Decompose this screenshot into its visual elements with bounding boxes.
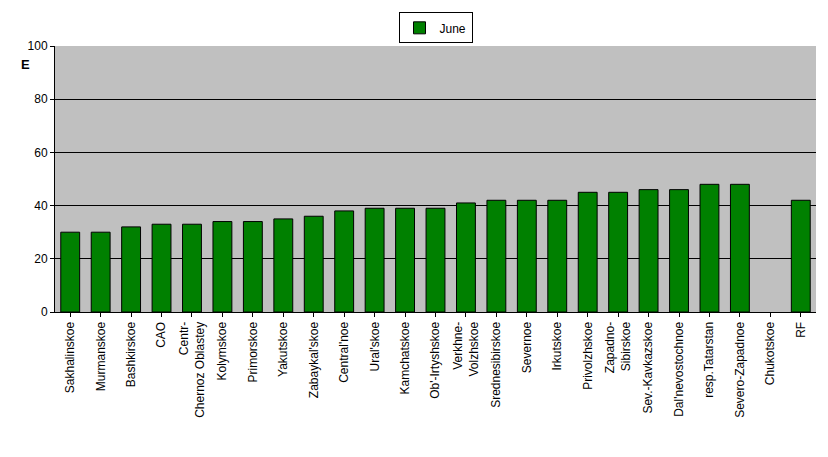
svg-text:Severnoe: Severnoe (520, 321, 534, 373)
svg-text:Dal'nevostochnoe: Dal'nevostochnoe (672, 321, 686, 416)
svg-text:CAO: CAO (154, 322, 168, 348)
svg-text:Privolzhskoe: Privolzhskoe (581, 321, 595, 389)
svg-text:60: 60 (34, 146, 48, 160)
svg-text:Kolymskoe: Kolymskoe (215, 321, 229, 380)
svg-text:June: June (440, 22, 466, 36)
svg-text:Sev.-Kavkazskoe: Sev.-Kavkazskoe (641, 321, 655, 413)
svg-text:Murmanskoe: Murmanskoe (94, 321, 108, 391)
svg-text:Verkhne-Volzhskoe: Verkhne-Volzhskoe (451, 321, 481, 376)
svg-text:Yakutskoe: Yakutskoe (276, 321, 290, 376)
svg-text:RF: RF (794, 322, 808, 338)
svg-text:E: E (21, 57, 30, 72)
svg-text:Sakhalinskoe: Sakhalinskoe (63, 321, 77, 393)
svg-text:Kamchatskoe: Kamchatskoe (398, 321, 412, 394)
svg-text:0: 0 (41, 305, 48, 319)
svg-text:20: 20 (34, 252, 48, 266)
svg-text:Severo-Zapadnoe: Severo-Zapadnoe (733, 321, 747, 417)
svg-text:Central'noe: Central'noe (337, 321, 351, 382)
svg-text:Srednesibirskoe: Srednesibirskoe (489, 321, 503, 407)
svg-text:Zabaykal'skoe: Zabaykal'skoe (307, 321, 321, 398)
svg-text:Irkutskoe: Irkutskoe (550, 321, 564, 370)
svg-text:Primorskoe: Primorskoe (246, 321, 260, 382)
svg-text:Bashkirskoe: Bashkirskoe (124, 321, 138, 387)
svg-text:100: 100 (28, 39, 48, 53)
svg-text:Zapadno-Sibirskoe: Zapadno-Sibirskoe (603, 321, 633, 373)
svg-text:40: 40 (34, 199, 48, 213)
svg-text:Ob'-Irtyshskoe: Ob'-Irtyshskoe (428, 321, 442, 398)
svg-text:80: 80 (34, 92, 48, 106)
svg-text:Centr-Chernoz Oblastey: Centr-Chernoz Oblastey (177, 322, 207, 418)
svg-text:Ural'skoe: Ural'skoe (368, 321, 382, 371)
svg-text:resp.Tatarstan: resp.Tatarstan (702, 322, 716, 398)
svg-text:Chukotskoe: Chukotskoe (763, 321, 777, 385)
